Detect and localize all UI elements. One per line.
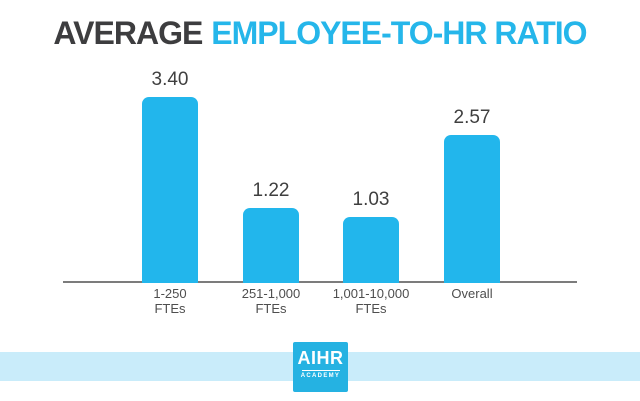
bar-3 [343, 217, 399, 283]
category-label-4: Overall [451, 286, 493, 301]
logo-divider [301, 370, 340, 371]
bar-value-label-2: 1.22 [252, 180, 290, 201]
logo-wordmark: AIHR [297, 348, 344, 368]
page-title: AVERAGE EMPLOYEE-TO-HR RATIO [0, 13, 640, 53]
category-label-2: 251-1,000 FTEs [241, 286, 301, 316]
chart-area: 3.40 1-250 FTEs 1.22 251-1,000 FTEs 1.03 1,00… [63, 69, 577, 316]
bar-1 [142, 97, 198, 283]
category-label-3: 1,001-10,000 FTEs [332, 286, 410, 316]
bar-value-label-4: 2.57 [453, 107, 491, 128]
bar-value-label-1: 3.40 [151, 69, 189, 90]
x-axis-line [63, 281, 577, 283]
category-label-1: 1-250 FTEs [153, 286, 187, 316]
bar-4 [444, 135, 500, 283]
title-word-average: AVERAGE [53, 15, 203, 51]
aihr-academy-logo: AIHR ACADEMY [293, 342, 348, 392]
bar-value-label-3: 1.03 [352, 189, 390, 210]
logo-subtext: ACADEMY [300, 373, 341, 379]
title-words-employee-to-hr-ratio: EMPLOYEE-TO-HR RATIO [211, 15, 587, 51]
bar-2 [243, 208, 299, 283]
